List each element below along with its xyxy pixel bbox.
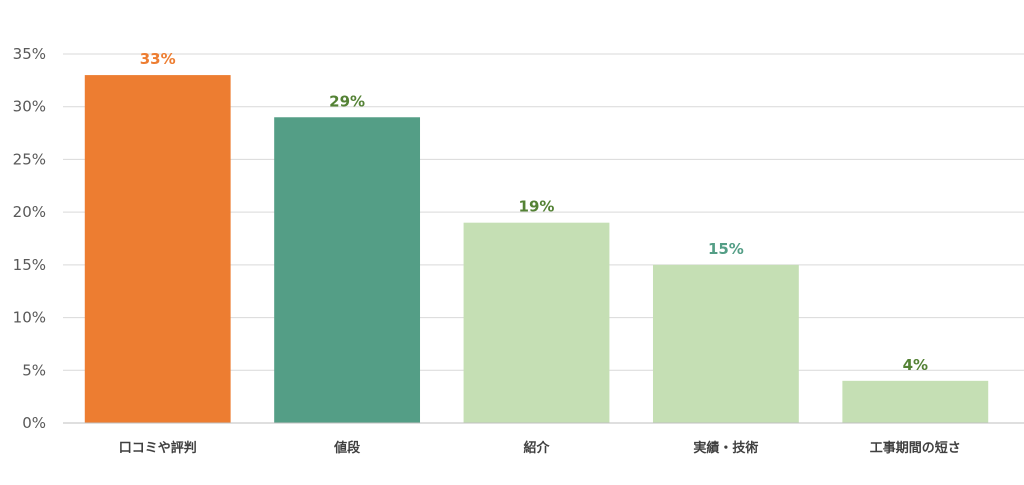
y-tick-label: 10% [13,309,46,327]
data-label: 15% [708,240,744,258]
bar [463,222,610,423]
category-label: 紹介 [523,440,550,456]
y-tick-label: 25% [13,150,46,168]
y-tick-label: 30% [13,98,46,116]
y-axis-ticks: 0% 5% 10% 15% 20% 25% 30% 35% [13,45,46,432]
category-label: 工事期間の短さ [870,440,961,456]
data-labels: 33% 29% 19% 15% 4% [140,50,928,374]
data-label: 19% [519,198,555,216]
bar [274,117,421,423]
y-tick-label: 35% [13,45,46,63]
category-label: 口コミや評判 [119,440,197,456]
x-axis-categories: 口コミや評判 値段 紹介 実績・技術 工事期間の短さ [119,440,961,456]
bar [652,264,799,423]
y-tick-label: 5% [22,361,46,379]
data-label: 33% [140,50,176,68]
bars [84,75,989,423]
data-label: 4% [903,356,928,374]
y-tick-label: 15% [13,256,46,274]
category-label: 実績・技術 [693,440,758,456]
bar [84,75,231,423]
category-label: 値段 [333,440,360,456]
y-tick-label: 0% [22,414,46,432]
bar [842,380,989,423]
y-tick-label: 20% [13,203,46,221]
data-label: 29% [329,92,365,110]
